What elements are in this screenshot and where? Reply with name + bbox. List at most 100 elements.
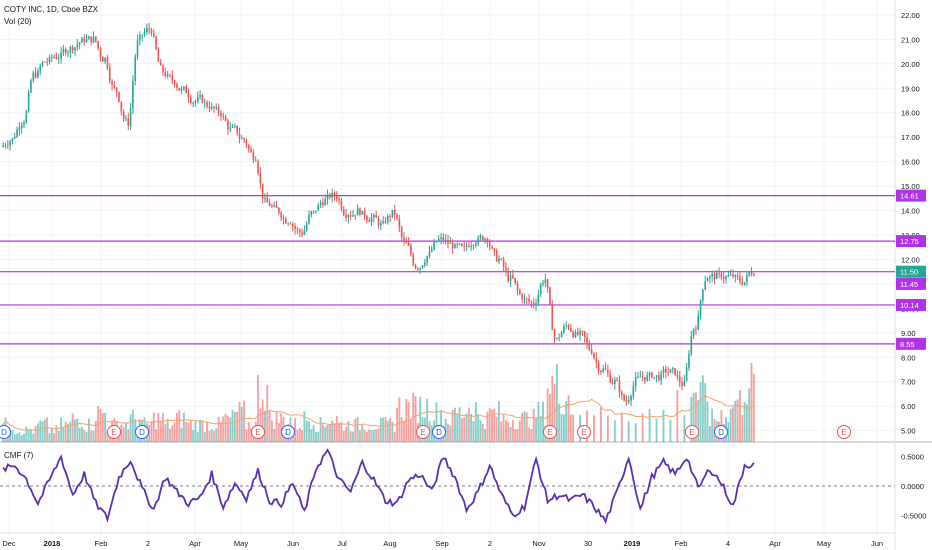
candle-body bbox=[560, 332, 563, 338]
candle-body bbox=[474, 243, 477, 246]
volume-bar bbox=[333, 423, 336, 442]
candle-body bbox=[95, 36, 97, 42]
dividend-marker[interactable]: D bbox=[135, 425, 149, 439]
candle-body bbox=[201, 95, 204, 103]
volume-bar bbox=[48, 433, 51, 442]
tag-background bbox=[896, 298, 926, 311]
time-tick-label: Apr bbox=[769, 539, 781, 548]
volume-bar bbox=[342, 430, 345, 442]
volume-bar bbox=[732, 406, 734, 442]
level-price-tag: 14.61 bbox=[896, 189, 926, 202]
volume-bar bbox=[555, 364, 558, 442]
earnings-marker[interactable]: E bbox=[251, 425, 265, 439]
volume-bar bbox=[90, 430, 93, 442]
volume-bar bbox=[396, 407, 398, 442]
candle-body bbox=[275, 205, 278, 208]
candle-body bbox=[477, 238, 479, 244]
volume-bar bbox=[338, 423, 341, 442]
price-tick-label: 22.00 bbox=[901, 11, 920, 20]
candle-body bbox=[60, 52, 62, 59]
volume-bar bbox=[315, 431, 317, 442]
volume-bar bbox=[162, 412, 164, 442]
candle-body bbox=[97, 41, 99, 49]
candle-body bbox=[630, 396, 632, 401]
earnings-marker[interactable]: E bbox=[577, 425, 591, 439]
volume-bar bbox=[34, 425, 37, 442]
candle-body bbox=[660, 372, 662, 381]
volume-bar bbox=[257, 375, 259, 442]
dividend-marker[interactable]: D bbox=[281, 425, 295, 439]
candle-body bbox=[456, 244, 459, 245]
candle-body bbox=[725, 276, 727, 279]
candle-body bbox=[115, 87, 118, 92]
volume-bar bbox=[426, 398, 429, 442]
marker-circle bbox=[685, 425, 699, 439]
volume-bar bbox=[328, 424, 331, 442]
candle-body bbox=[563, 326, 565, 333]
volume-bar bbox=[521, 412, 524, 442]
volume-bar bbox=[368, 429, 371, 442]
candle-body bbox=[746, 275, 748, 283]
dividend-marker[interactable]: D bbox=[432, 425, 446, 439]
candle-body bbox=[203, 102, 206, 104]
candle-body bbox=[495, 251, 498, 262]
volume-bar bbox=[403, 420, 405, 442]
time-tick-label: Jun bbox=[871, 539, 883, 548]
dividend-marker[interactable]: D bbox=[714, 425, 728, 439]
symbol-legend[interactable]: COTY INC, 1D, Cboe BZX bbox=[4, 5, 99, 14]
candle-body bbox=[639, 376, 642, 378]
marker-circle bbox=[251, 425, 265, 439]
candle-body bbox=[329, 194, 331, 198]
candle-body bbox=[609, 373, 612, 383]
earnings-marker[interactable]: E bbox=[837, 425, 851, 439]
candle-body bbox=[389, 216, 391, 217]
volume-bar bbox=[194, 421, 197, 442]
volume-bar bbox=[196, 432, 199, 442]
candle-body bbox=[676, 374, 679, 377]
earnings-marker[interactable]: E bbox=[685, 425, 699, 439]
volume-bar bbox=[148, 424, 151, 442]
candle-body bbox=[6, 145, 9, 147]
volume-bar bbox=[447, 423, 449, 442]
candle-body bbox=[711, 273, 713, 277]
candle-body bbox=[602, 368, 605, 372]
candle-body bbox=[750, 272, 753, 275]
volume-legend[interactable]: Vol (20) bbox=[4, 17, 32, 26]
volume-bar bbox=[359, 430, 361, 442]
candle-body bbox=[345, 214, 347, 218]
candle-body bbox=[607, 369, 609, 374]
candle-body bbox=[215, 107, 218, 109]
volume-bar bbox=[354, 418, 357, 442]
candle-body bbox=[190, 97, 192, 103]
dividend-marker[interactable]: D bbox=[0, 425, 11, 439]
volume-bar bbox=[537, 401, 540, 442]
volume-bar bbox=[692, 392, 695, 442]
candle-body bbox=[359, 208, 361, 215]
volume-bar bbox=[528, 427, 531, 442]
candle-body bbox=[437, 238, 440, 241]
candle-body bbox=[588, 343, 591, 350]
volume-bar bbox=[215, 428, 218, 442]
earnings-marker[interactable]: E bbox=[416, 425, 430, 439]
candle-body bbox=[67, 52, 69, 54]
candle-body bbox=[210, 106, 213, 109]
earnings-marker[interactable]: E bbox=[107, 425, 121, 439]
candle-body bbox=[648, 372, 651, 376]
candle-body bbox=[257, 160, 259, 173]
volume-bar bbox=[101, 413, 104, 442]
cmf-legend[interactable]: CMF (7) bbox=[4, 451, 34, 460]
volume-bar bbox=[245, 429, 248, 442]
marker-label: D bbox=[1, 428, 7, 437]
volume-bar bbox=[349, 431, 352, 442]
candlesticks[interactable] bbox=[2, 23, 755, 406]
horizontal-levels[interactable] bbox=[0, 195, 895, 345]
earnings-marker[interactable]: E bbox=[543, 425, 557, 439]
candle-body bbox=[709, 276, 711, 279]
volume-bar bbox=[247, 422, 250, 442]
volume-bar bbox=[78, 427, 81, 442]
candle-body bbox=[322, 202, 324, 206]
price-tick-label: 19.00 bbox=[901, 84, 920, 93]
candle-body bbox=[90, 36, 93, 43]
candle-body bbox=[704, 281, 706, 290]
